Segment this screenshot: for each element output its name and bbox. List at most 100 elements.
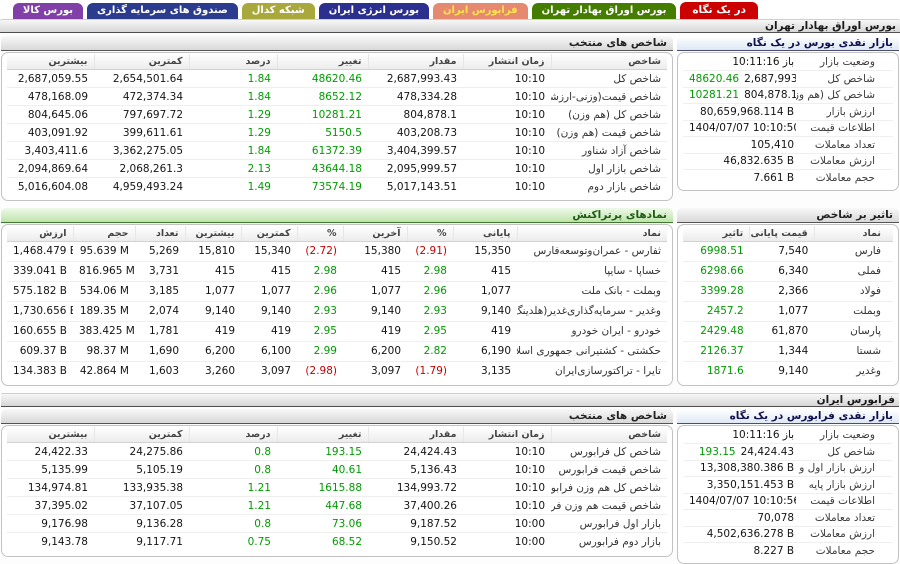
low-price: 415 <box>241 260 297 281</box>
trade-value: 134.383 B <box>7 360 73 381</box>
index-change: 193.15 <box>325 445 362 458</box>
index-name[interactable]: شاخص کل فرابورس <box>570 445 661 458</box>
stat-row: وضعیت بازار باز 10:11:16 <box>683 54 893 71</box>
impact-row: وبملت 1,077 2457.2 <box>683 300 893 321</box>
stat-row: اطلاعات قیمت 1404/07/07 10:10:50 <box>683 119 893 137</box>
symbol-link[interactable]: پارسان <box>814 320 893 341</box>
index-name[interactable]: شاخص بازار دوم <box>551 177 667 196</box>
symbol-link[interactable]: خودرو - ایران خودرو <box>517 320 667 341</box>
index-name[interactable]: شاخص قیمت هم وزن فرابو... <box>551 496 667 515</box>
index-value: 5,017,143.51 <box>368 177 463 196</box>
index-change: 73.06 <box>277 514 368 533</box>
stat-number: 4,502,636.278 B <box>706 528 795 541</box>
trade-count: 2,074 <box>135 300 185 321</box>
high-price: 1,077 <box>185 280 241 301</box>
index-value: 9,187.52 <box>368 514 463 533</box>
close-price: 3,135 <box>453 360 517 381</box>
symbol-link[interactable]: شستا <box>814 340 893 361</box>
nav-tab[interactable]: فرابورس ایران <box>431 2 529 19</box>
symbol-link[interactable]: فارس <box>854 245 881 257</box>
index-name[interactable]: شاخص بازار اول <box>551 159 667 178</box>
index-name[interactable]: شاخص قیمت(وزنی-ارزشی) <box>551 87 667 106</box>
symbol-link[interactable]: وغدیر - سرمایه‌گذاری‌غدیر(هلدینگ <box>517 300 667 321</box>
index-change: 43644.18 <box>277 159 368 178</box>
stat-row: اطلاعات قیمت 1404/07/07 10:10:56 <box>683 492 893 510</box>
stat-number: باز 10:11:16 <box>732 429 795 441</box>
close-percent: 2.82 <box>407 340 453 361</box>
index-high: 2,094,869.64 <box>7 159 94 178</box>
stat-label: حجم معاملات <box>796 169 893 186</box>
symbol-link[interactable]: حکشتی - کشتیرانی جمهوری اسلامی... <box>517 340 667 361</box>
last-price: 415 <box>343 260 407 281</box>
column-header: نماد <box>516 225 667 242</box>
symbol-link[interactable]: ثفارس - عمران‌وتوسعه‌فارس <box>533 245 661 257</box>
most-traded-header-row: نماد پایانی % آخرین % کمترین بیشترین تعد… <box>7 225 667 242</box>
top-nav-tabs: در یک نگاه بورس اوراق بهادار تهران فرابو… <box>0 0 900 19</box>
index-name[interactable]: بازار اول فرابورس <box>551 514 667 533</box>
symbol-link[interactable]: فملی <box>814 260 893 281</box>
index-high: 9,176.98 <box>7 514 94 533</box>
nav-tab[interactable]: بورس انرژی ایران <box>317 2 430 19</box>
index-value: 9,150.52 <box>368 532 463 551</box>
column-header: پایانی <box>452 225 517 242</box>
index-value: 3,404,399.57 <box>368 141 463 160</box>
index-high: 804,645.06 <box>7 105 94 124</box>
impact-header-row: نماد قیمت پایانی تاثیر <box>683 225 893 242</box>
stat-row: شاخص کل 48620.46 2,687,993.43 <box>683 70 893 87</box>
index-name[interactable]: شاخص آزاد شناور <box>551 141 667 160</box>
last-price: 3,097 <box>343 360 407 381</box>
index-name[interactable]: شاخص کل <box>613 72 661 85</box>
stat-number: 70,078 <box>757 511 795 524</box>
index-change: 61372.39 <box>277 141 368 160</box>
index-low: 9,136.28 <box>94 514 189 533</box>
column-header: قیمت پایانی <box>749 225 815 242</box>
nav-tab[interactable]: صندوق های سرمایه گذاری <box>86 2 239 19</box>
symbol-link[interactable]: وبملت - بانک ملت <box>517 280 667 301</box>
stat-value: 193.15 24,424.43 <box>683 443 797 460</box>
impact-row: فارس 7,540 6998.51 <box>683 241 893 261</box>
symbol-link[interactable]: وبملت <box>814 300 893 321</box>
dashboard-content: بازار نقدی بورس در یک نگاه وضعیت بازار ب… <box>0 35 900 564</box>
close-price: 6,340 <box>749 260 815 281</box>
stat-row: حجم معاملات 8.227 B <box>683 542 893 559</box>
index-value: 5,136.43 <box>368 460 463 479</box>
index-value: 24,424.43 <box>403 445 457 458</box>
nav-tab[interactable]: در یک نگاه <box>679 1 759 19</box>
index-row: شاخص کل 10:10 2,687,993.43 48620.46 1.84… <box>7 70 667 88</box>
index-name[interactable]: شاخص کل هم وزن فرابورس <box>551 478 667 497</box>
close-percent: 2.93 <box>407 300 453 321</box>
close-price: 9,140 <box>749 360 815 381</box>
nav-tab[interactable]: بورس کالا <box>11 2 84 19</box>
publish-time: 10:10 <box>463 105 551 124</box>
symbol-link[interactable]: فولاد <box>814 280 893 301</box>
stat-label: شاخص کل <box>796 70 893 87</box>
index-percent: 2.13 <box>189 159 277 178</box>
stat-number: 8.227 B <box>753 545 795 557</box>
high-price: 419 <box>185 320 241 341</box>
stat-number: 105,410 <box>750 138 795 151</box>
publish-time: 10:10 <box>463 478 551 497</box>
close-percent: (1.79) <box>407 360 453 381</box>
index-impact-table: نماد قیمت پایانی تاثیر فارس 7,540 <box>683 225 893 381</box>
index-change: 5150.5 <box>277 123 368 142</box>
nav-tab[interactable]: شبکه کدال <box>240 2 316 19</box>
stat-value: 4,502,636.278 B <box>683 525 797 543</box>
nav-tab[interactable]: بورس اوراق بهادار تهران <box>530 2 678 19</box>
symbol-link[interactable]: وغدیر <box>814 360 893 381</box>
market-title-farabourse: فرابورس ایران <box>1 393 899 407</box>
index-name[interactable]: شاخص قیمت فرابورس <box>551 460 667 479</box>
symbol-link[interactable]: تایرا - تراکتورسازی‌ایران <box>517 360 667 381</box>
stat-value: 8.227 B <box>683 542 797 559</box>
index-high: 134,974.81 <box>7 478 94 497</box>
index-name[interactable]: بازار دوم فرابورس <box>551 532 667 551</box>
index-name[interactable]: شاخص کل (هم وزن) <box>551 105 667 124</box>
index-name[interactable]: شاخص قیمت (هم وزن) <box>551 123 667 142</box>
index-percent: 1.84 <box>189 141 277 160</box>
column-header: تغییر <box>276 54 368 70</box>
last-price: 9,140 <box>343 300 407 321</box>
stat-label: ارزش معاملات <box>796 152 893 170</box>
trade-value: 339.041 B <box>7 260 73 281</box>
index-high: 403,091.92 <box>7 123 94 142</box>
publish-time: 10:10 <box>514 445 545 458</box>
symbol-link[interactable]: خساپا - سایپا <box>517 260 667 281</box>
